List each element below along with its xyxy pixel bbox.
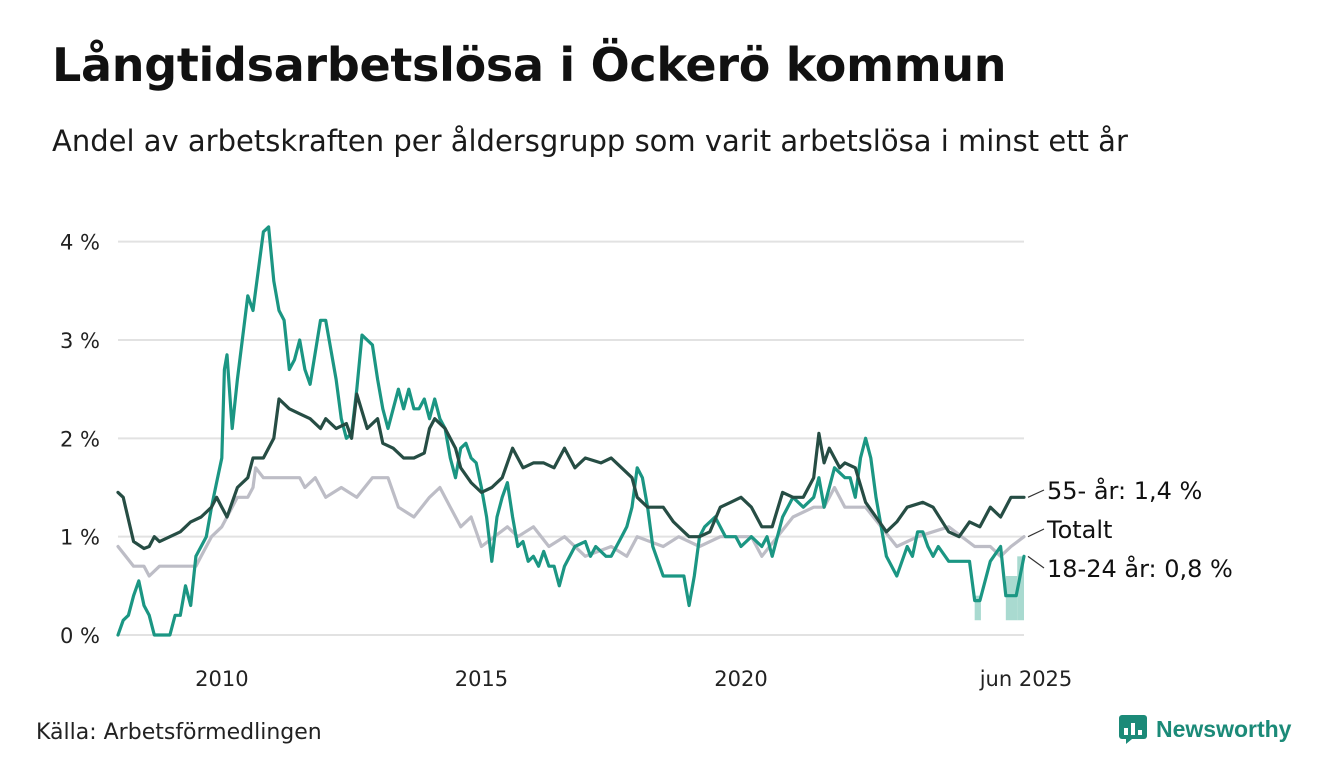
uncertainty-band xyxy=(1017,556,1024,621)
label-leader-young xyxy=(1027,555,1045,569)
brand-name: Newsworthy xyxy=(1156,715,1292,742)
y-tick-label: 4 % xyxy=(60,231,100,255)
y-tick-label: 3 % xyxy=(60,329,100,353)
label-leader-total xyxy=(1027,528,1045,538)
x-tick-label: 2010 xyxy=(195,667,248,691)
series-line-young xyxy=(116,225,1026,637)
newsworthy-logo-icon xyxy=(1119,715,1147,744)
x-tick-label: 2020 xyxy=(714,667,767,691)
y-tick-label: 0 % xyxy=(60,624,100,648)
chart-title: Långtidsarbetslösa i Öckerö kommun xyxy=(52,38,1007,92)
uncertainty-band xyxy=(974,595,981,621)
series-label-total: Totalt xyxy=(1046,516,1112,544)
series-label-young: 18-24 år: 0,8 % xyxy=(1047,554,1233,583)
series-line-old xyxy=(116,392,1026,551)
x-tick-label: jun 2025 xyxy=(979,667,1073,691)
uncertainty-band xyxy=(1005,576,1018,621)
y-tick-label: 1 % xyxy=(60,526,100,550)
y-tick-label: 2 % xyxy=(60,427,100,451)
brand-logo[interactable]: Newsworthy xyxy=(1118,714,1291,744)
label-leader-old xyxy=(1027,489,1045,498)
source-note: Källa: Arbetsförmedlingen xyxy=(36,720,322,745)
series-label-old: 55- år: 1,4 % xyxy=(1047,476,1202,505)
chart-subtitle: Andel av arbetskraften per åldersgrupp s… xyxy=(52,124,1128,158)
series-line-total xyxy=(116,466,1026,578)
x-tick-label: 2015 xyxy=(455,667,508,691)
